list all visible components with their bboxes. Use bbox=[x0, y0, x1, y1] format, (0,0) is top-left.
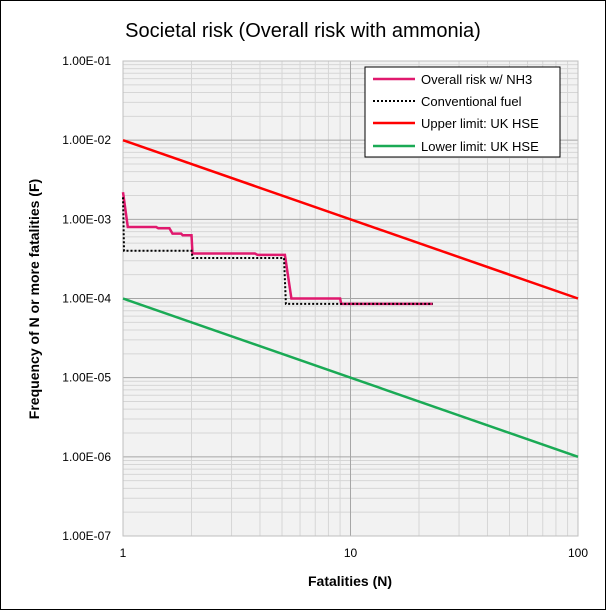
y-axis-title: Frequency of N or more fatalities (F) bbox=[26, 179, 42, 419]
y-tick-label: 1.00E-06 bbox=[62, 450, 111, 464]
legend-label: Conventional fuel bbox=[421, 94, 522, 109]
legend-label: Upper limit: UK HSE bbox=[421, 116, 539, 131]
legend-label: Lower limit: UK HSE bbox=[421, 139, 539, 154]
y-tick-label: 1.00E-05 bbox=[62, 371, 111, 385]
y-tick-label: 1.00E-02 bbox=[62, 133, 111, 147]
x-tick-label: 10 bbox=[344, 546, 358, 560]
x-tick-label: 100 bbox=[568, 546, 588, 560]
y-tick-label: 1.00E-03 bbox=[62, 212, 111, 226]
legend-box bbox=[364, 66, 561, 158]
y-tick-labels: 1.00E-07 1.00E-06 1.00E-05 1.00E-04 1.00E-03… bbox=[62, 54, 111, 543]
legend: Overall risk w/ NH3 Conventional fuel Uppe… bbox=[364, 66, 561, 158]
y-tick-label: 1.00E-01 bbox=[62, 54, 111, 68]
series-line-2 bbox=[122, 197, 433, 305]
legend-label: Overall risk w/ NH3 bbox=[421, 72, 532, 87]
x-tick-labels: 1 10 100 bbox=[120, 546, 589, 560]
series-layer bbox=[121, 139, 579, 458]
y-tick-label: 1.00E-04 bbox=[62, 292, 111, 306]
x-tick-label: 1 bbox=[120, 546, 127, 560]
chart-title: Societal risk (Overall risk with ammonia… bbox=[125, 20, 481, 42]
x-axis-title: Fatalities (N) bbox=[308, 573, 392, 589]
y-tick-label: 1.00E-07 bbox=[62, 529, 111, 543]
series-line-3 bbox=[122, 139, 579, 300]
series-line-1 bbox=[121, 192, 433, 306]
series-line-4 bbox=[122, 297, 579, 458]
